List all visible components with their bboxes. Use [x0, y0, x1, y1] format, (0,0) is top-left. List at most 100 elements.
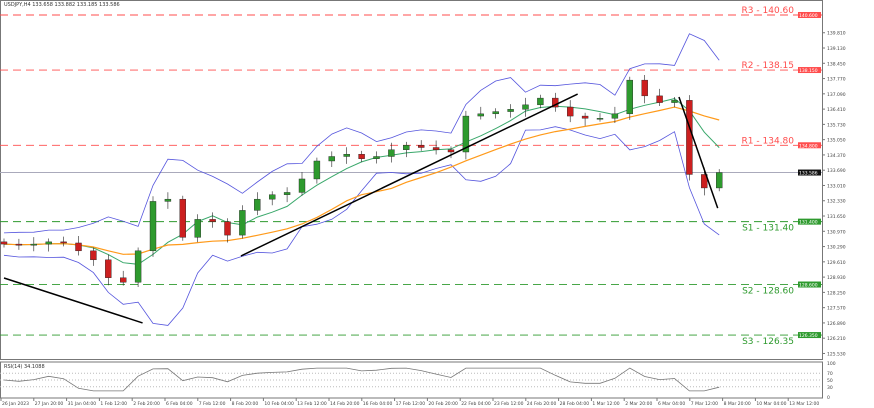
y-tick-label: 129.610 [827, 260, 846, 266]
ohlc-values: 133.658 133.882 133.185 133.586 [32, 2, 120, 8]
moving-average-fast [3, 98, 720, 265]
candle-body [343, 154, 350, 157]
candle-body [671, 100, 678, 103]
x-tick-label: 8 Mar 20:00 [724, 401, 751, 407]
x-tick-label: 23 Feb 12:00 [494, 401, 524, 407]
y-tick-label: 137.770 [827, 77, 846, 83]
candle-body [701, 174, 708, 189]
candle-body [0, 241, 8, 245]
candle-body [716, 172, 723, 189]
candle-body [373, 156, 380, 159]
y-tick-label: 127.570 [827, 306, 846, 312]
rsi-axis-label: 30 [827, 385, 833, 391]
candle-body [656, 95, 663, 103]
candle-body [581, 115, 589, 119]
level-price-tag [798, 218, 821, 225]
candle-body [105, 259, 112, 278]
x-tick-label: 6 Mar 04:00 [658, 401, 685, 407]
x-tick-label: 2 Mar 20:00 [625, 401, 652, 407]
candle-body [388, 149, 395, 157]
candle-body [462, 115, 470, 153]
x-tick-label: 26 Jan 2023 [2, 401, 29, 407]
level-label: S1 - 131.40 [742, 224, 794, 234]
current-price-text: 133.586 [799, 171, 818, 177]
candle-body [194, 219, 201, 238]
candle-body [134, 250, 142, 283]
x-tick-label: 16 Feb 04:00 [363, 401, 393, 407]
candle-body [75, 242, 82, 252]
candle-body [283, 192, 291, 195]
y-tick-label: 138.450 [827, 61, 846, 67]
level-price-tag [798, 12, 821, 18]
candle-body [611, 113, 619, 119]
candle-body [432, 147, 440, 150]
candle-body [239, 210, 246, 236]
candle-body [522, 104, 529, 110]
candle-body [626, 79, 633, 115]
candle-body [537, 97, 544, 106]
candle-body [447, 149, 455, 153]
rsi-label: RSI(14) 34.1088 [4, 364, 45, 370]
x-tick-label: 7 Mar 12:00 [691, 401, 718, 407]
chart-header: USDJPY,H4 133.658 133.882 133.185 133.58… [4, 2, 120, 8]
level-price-tag [798, 142, 821, 149]
level-label: S2 - 128.60 [742, 287, 794, 297]
trendline [3, 277, 143, 324]
y-tick-label: 131.650 [827, 214, 846, 220]
y-tick-label: 126.210 [827, 336, 846, 342]
y-tick-label: 128.930 [827, 275, 846, 281]
y-tick-label: 134.370 [827, 153, 846, 159]
candle-body [567, 106, 574, 117]
x-tick-label: 20 Feb 20:00 [428, 401, 458, 407]
level-label: R3 - 140.60 [742, 6, 795, 16]
y-tick-label: 137.090 [827, 92, 846, 98]
y-tick-label: 128.250 [827, 290, 846, 296]
level-label: S3 - 126.35 [742, 337, 794, 347]
candle-body [298, 178, 306, 193]
y-tick-label: 132.330 [827, 199, 846, 205]
level-label: R1 - 134.80 [742, 136, 795, 146]
y-tick-label: 126.890 [827, 321, 846, 327]
x-tick-label: 14 Feb 20:00 [330, 401, 360, 407]
x-tick-label: 7 Feb 12:00 [199, 401, 226, 407]
y-tick-label: 125.530 [827, 351, 846, 357]
candle-body [224, 221, 231, 236]
x-tick-label: 1 Mar 12:00 [592, 401, 619, 407]
x-tick-label: 28 Feb 04:00 [560, 401, 590, 407]
bollinger-upper [3, 33, 720, 234]
main-panel-frame [0, 0, 823, 360]
y-tick-label: 139.130 [827, 46, 846, 52]
candle-body [269, 194, 276, 200]
level-label: R2 - 138.15 [742, 61, 794, 71]
candle-body [119, 277, 127, 283]
x-tick-label: 24 Feb 20:00 [527, 401, 557, 407]
x-tick-label: 13 Feb 12:00 [297, 401, 327, 407]
x-tick-label: 8 Feb 20:00 [232, 401, 259, 407]
y-tick-label: 135.730 [827, 122, 846, 128]
x-tick-label: 22 Feb 04:00 [461, 401, 491, 407]
level-price-tag [798, 67, 821, 74]
y-tick-label: 130.290 [827, 245, 846, 251]
candle-body [328, 156, 335, 162]
candle-body [418, 145, 425, 148]
trendline [240, 93, 578, 257]
candle-body [30, 243, 37, 246]
x-tick-label: 13 Mar 12:00 [789, 401, 819, 407]
rsi-line [3, 367, 720, 392]
x-tick-label: 10 Feb 04:00 [264, 401, 294, 407]
y-tick-label: 136.410 [827, 107, 846, 113]
symbol-label: USDJPY,H4 [4, 2, 31, 8]
y-tick-label: 133.690 [827, 168, 846, 174]
level-price-tag-text: 140.600 [799, 13, 818, 19]
level-price-tag [798, 332, 821, 339]
candle-body [164, 198, 172, 202]
candle-body [254, 198, 261, 211]
candle-body [179, 198, 187, 238]
level-price-tag [798, 281, 821, 288]
y-tick-label: 135.050 [827, 138, 846, 144]
x-tick-label: 6 Feb 04:00 [166, 401, 193, 407]
x-tick-label: 10 Mar 04:00 [756, 401, 786, 407]
candle-body [60, 241, 67, 244]
